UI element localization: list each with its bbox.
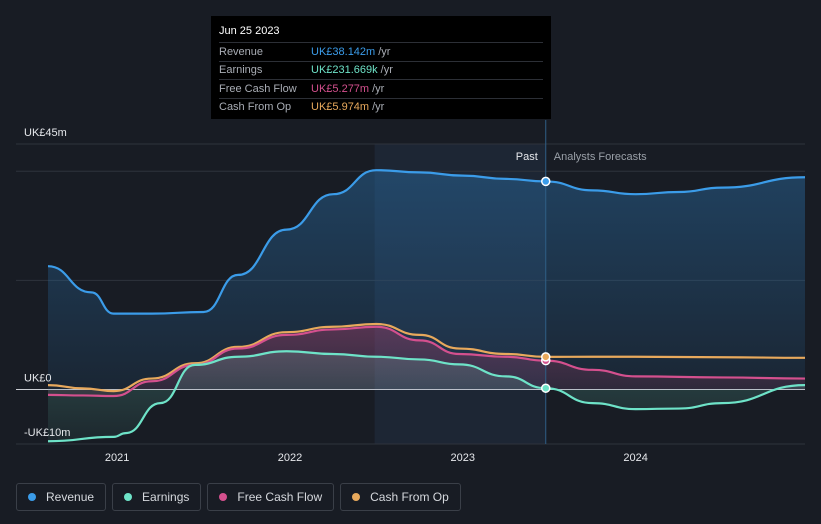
- revenue-marker: [541, 176, 551, 187]
- legend-item-cash-from-op[interactable]: Cash From Op: [340, 483, 461, 511]
- tooltip-row-earnings: Earnings UK£231.669k /yr: [219, 60, 543, 80]
- tooltip-label: Revenue: [219, 45, 264, 58]
- tooltip-unit: /yr: [372, 82, 385, 95]
- legend-item-free-cash-flow[interactable]: Free Cash Flow: [207, 483, 335, 511]
- tooltip-value: UK£5.277m: [311, 82, 370, 95]
- legend-dot-icon: [219, 493, 228, 501]
- tooltip-unit: /yr: [380, 64, 393, 77]
- x-tick-label: 2021: [105, 452, 129, 464]
- free-cash-flow-line: [47, 325, 806, 398]
- tooltip-value: UK£38.142m: [311, 45, 376, 58]
- y-tick-label: UK£0: [24, 372, 52, 384]
- revenue-line: [47, 169, 806, 315]
- legend-label: Earnings: [142, 490, 190, 504]
- legend-label: Free Cash Flow: [237, 490, 323, 504]
- legend-item-earnings[interactable]: Earnings: [112, 483, 202, 511]
- legend-dot-icon: [124, 493, 133, 501]
- tooltip-value: UK£5.974m: [311, 101, 370, 114]
- tooltip-row-cash-from-op: Cash From Op UK£5.974m /yr: [219, 97, 543, 117]
- cash-from-op-marker: [541, 352, 551, 362]
- tooltip-unit: /yr: [378, 45, 391, 58]
- legend-item-revenue[interactable]: Revenue: [16, 483, 107, 511]
- tooltip-row-free-cash-flow: Free Cash Flow UK£5.277m /yr: [219, 79, 543, 98]
- tooltip: Jun 25 2023 Revenue UK£38.142m /yr Earni…: [211, 16, 551, 119]
- earnings-line: [47, 350, 806, 443]
- revenue-area: [48, 170, 805, 390]
- x-tick-label: 2022: [278, 452, 302, 464]
- legend-dot-icon: [28, 493, 36, 501]
- tooltip-unit: /yr: [372, 101, 385, 114]
- tooltip-label: Free Cash Flow: [219, 82, 297, 95]
- x-tick-label: 2024: [623, 452, 647, 464]
- legend-label: Cash From Op: [370, 490, 449, 504]
- free-cash-flow-area: [48, 326, 805, 396]
- x-tick-label: 2023: [451, 452, 475, 464]
- tooltip-label: Cash From Op: [219, 101, 292, 114]
- past-label: Past: [516, 151, 538, 163]
- legend: Revenue Earnings Free Cash Flow Cash Fro…: [16, 483, 461, 511]
- y-tick-label: -UK£10m: [24, 427, 70, 439]
- forecast-label: Analysts Forecasts: [554, 151, 647, 163]
- tooltip-value: UK£231.669k: [311, 64, 378, 77]
- legend-label: Revenue: [46, 490, 95, 504]
- earnings-marker: [541, 383, 551, 393]
- tooltip-label: Earnings: [219, 64, 263, 77]
- tooltip-date: Jun 25 2023: [219, 25, 280, 37]
- cash-from-op-line: [47, 322, 806, 393]
- legend-dot-icon: [352, 493, 361, 501]
- tooltip-row-revenue: Revenue UK£38.142m /yr: [219, 42, 543, 61]
- y-tick-label: UK£45m: [24, 127, 67, 139]
